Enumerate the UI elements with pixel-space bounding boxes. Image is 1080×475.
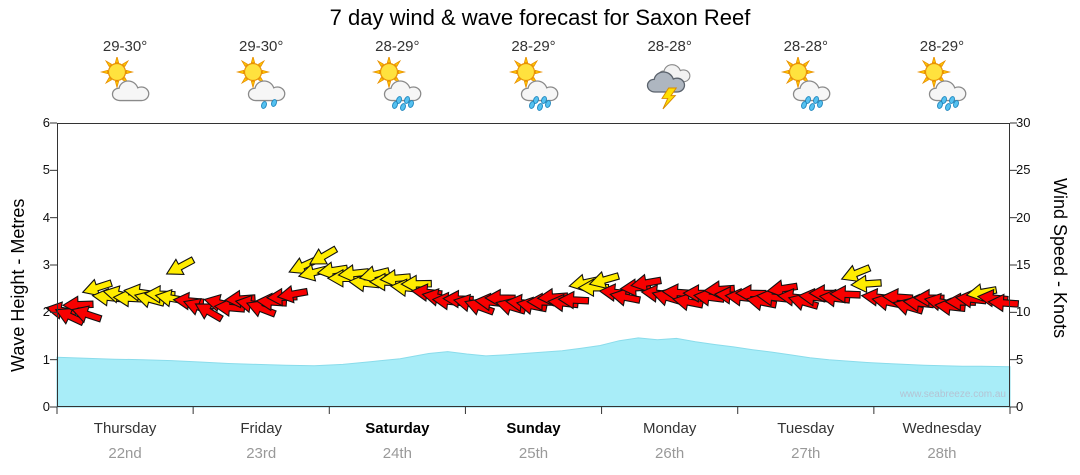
wind-arrow (840, 264, 872, 283)
weather-icon-sun-cloud-drizzle (233, 54, 289, 113)
day-name-label: Friday (240, 420, 283, 437)
day-name-label: Saturday (365, 420, 430, 437)
right-axis-tick: 15 (1016, 257, 1031, 272)
wind-arrow (987, 293, 1020, 313)
left-axis-tick: 6 (42, 115, 50, 130)
left-axis-tick: 5 (42, 162, 50, 178)
watermark: www.seabreeze.com.au (899, 389, 1006, 400)
weather-icon-sun-cloud-rain (506, 54, 562, 113)
day-date-label: 26th (655, 445, 685, 462)
wind-arrow (194, 303, 224, 323)
left-axis-tick: 3 (42, 257, 50, 272)
weather-icon-sun-cloud-rain (778, 54, 834, 113)
day-temp: 28-28° (783, 38, 828, 55)
wind-arrow (337, 264, 370, 283)
right-axis-tick: 20 (1016, 209, 1031, 225)
plot-border (57, 123, 1010, 407)
wind-arrow (81, 278, 113, 297)
wind-arrow (766, 279, 799, 298)
wind-arrow (850, 274, 882, 294)
left-axis-tick: 4 (42, 209, 50, 225)
wind-arrow (672, 292, 704, 312)
day-temp: 28-29° (511, 38, 556, 55)
day-name-label: Sunday (506, 420, 561, 437)
day-date-label: 28th (927, 445, 957, 462)
day-temp: 28-29° (919, 38, 965, 55)
right-axis-tick: 0 (1016, 399, 1024, 414)
day-name-label: Tuesday (777, 420, 835, 437)
day-temp: 28-29° (375, 38, 420, 55)
wave-area (56, 337, 1011, 408)
chart-plot (44, 122, 1020, 414)
day-temp: 28-28° (647, 38, 692, 55)
weather-icon-sun-cloud-rain (369, 54, 425, 113)
weather-icon-sun-cloud-rain (914, 54, 970, 113)
left-axis-tick: 0 (42, 399, 50, 414)
wind-arrow (588, 270, 620, 290)
wind-arrow (557, 290, 590, 310)
wind-arrow (464, 298, 496, 316)
wind-arrow (828, 284, 861, 304)
right-axis-tick: 5 (1016, 351, 1024, 367)
left-axis-tick: 1 (42, 351, 50, 367)
wind-arrow (308, 245, 339, 265)
wind-arrow (276, 284, 309, 304)
day-date-label: 25th (518, 445, 549, 462)
wind-arrow (71, 305, 103, 324)
wind-arrow (245, 299, 277, 318)
day-date-label: 22nd (108, 445, 142, 462)
right-axis-tick: 10 (1016, 304, 1031, 320)
wind-arrow (316, 261, 349, 280)
wind-arrow (609, 288, 641, 307)
wind-arrow (165, 256, 196, 275)
day-name-label: Thursday (93, 420, 157, 437)
right-axis-label: Wind Speed - Knots (1050, 178, 1070, 339)
weather-icon-storm (642, 57, 698, 113)
wind-arrow (577, 278, 610, 298)
page-title: 7 day wind & wave forecast for Saxon Ree… (329, 5, 751, 30)
day-date-label: 24th (382, 445, 412, 462)
wind-arrow (787, 292, 820, 312)
day-name-label: Wednesday (902, 420, 982, 437)
day-temp: 29-30° (102, 38, 148, 55)
right-axis-tick: 30 (1016, 115, 1031, 130)
right-axis-tick: 25 (1016, 162, 1031, 178)
wind-arrow (297, 263, 330, 282)
day-temp: 29-30° (239, 38, 284, 55)
day-date-label: 23rd (246, 445, 277, 462)
left-axis-tick: 2 (42, 304, 50, 320)
wind-arrow (400, 274, 432, 294)
weather-icon-sun-cloud (97, 54, 153, 113)
day-date-label: 27th (791, 445, 821, 462)
wind-arrow (379, 268, 412, 288)
day-name-label: Monday (642, 420, 697, 437)
wind-arrow (630, 273, 662, 293)
